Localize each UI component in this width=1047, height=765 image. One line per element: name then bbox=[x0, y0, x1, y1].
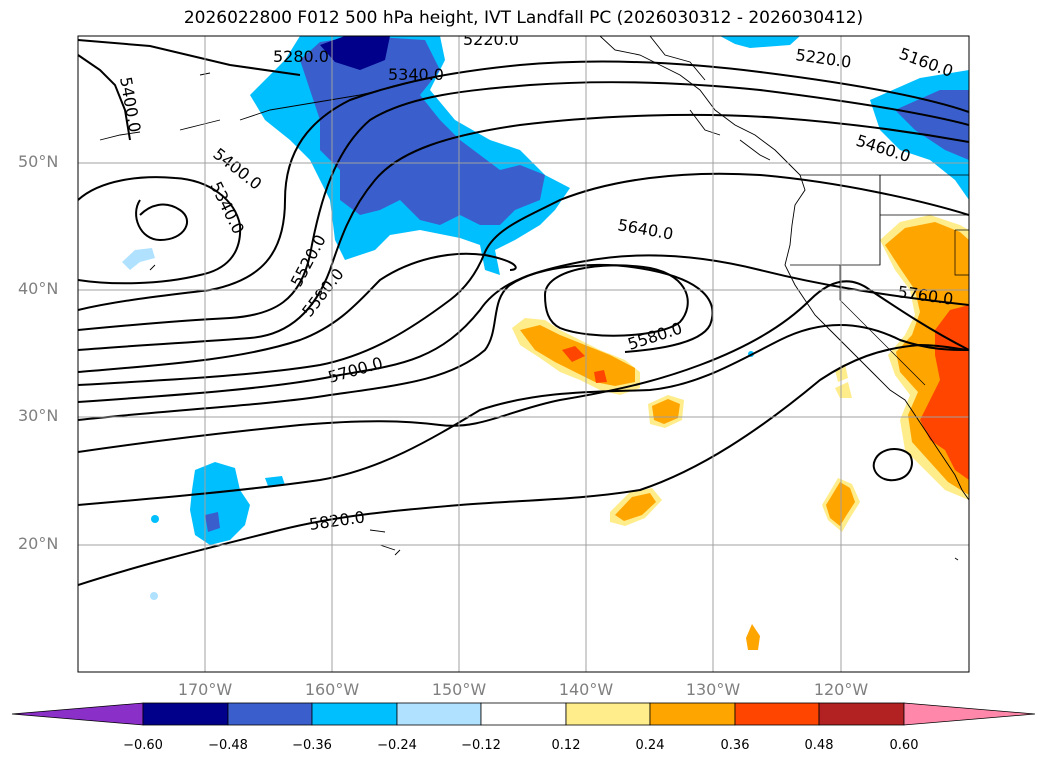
colorbar-segment bbox=[734, 702, 820, 726]
colorbar bbox=[11, 702, 1036, 726]
colorbar-segment bbox=[227, 702, 313, 726]
contour-label: 5340.0 bbox=[388, 65, 444, 84]
colorbar-segment bbox=[565, 702, 651, 726]
colorbar-segment bbox=[396, 702, 482, 726]
lon-label: 120°W bbox=[813, 680, 869, 699]
colorbar-tick-label: −0.36 bbox=[292, 738, 332, 753]
colorbar-tick-label: −0.12 bbox=[461, 738, 501, 753]
contour-label: 5220.0 bbox=[463, 30, 519, 49]
map-plot-area: 5280.0 5220.0 5340.0 5220.0 5160.0 5400.… bbox=[78, 30, 969, 672]
map-frame bbox=[77, 35, 970, 673]
lon-label: 170°W bbox=[177, 680, 233, 699]
colorbar-segment bbox=[311, 702, 398, 726]
colorbar-segment bbox=[818, 702, 905, 726]
lat-label: 30°N bbox=[18, 406, 59, 425]
lat-label: 40°N bbox=[18, 279, 59, 298]
colorbar-tick-label: −0.48 bbox=[208, 738, 248, 753]
colorbar-segment bbox=[480, 702, 567, 726]
map-title: 2026022800 F012 500 hPa height, IVT Land… bbox=[183, 8, 864, 28]
lon-label: 160°W bbox=[304, 680, 360, 699]
colorbar-tick-label: −0.60 bbox=[123, 738, 163, 753]
contour-label: 5280.0 bbox=[273, 47, 329, 66]
height-contours bbox=[78, 39, 969, 586]
lon-label: 140°W bbox=[558, 680, 614, 699]
colorbar-tick-label: 0.12 bbox=[551, 738, 581, 753]
colorbar-extend-high bbox=[903, 702, 1036, 726]
lon-label: 150°W bbox=[431, 680, 487, 699]
lon-label: 130°W bbox=[685, 680, 741, 699]
colorbar-tick-label: −0.24 bbox=[377, 738, 417, 753]
lat-label: 50°N bbox=[18, 152, 59, 171]
lat-label: 20°N bbox=[18, 534, 59, 553]
colorbar-segment bbox=[142, 702, 229, 726]
colorbar-tick-label: 0.36 bbox=[720, 738, 750, 753]
colorbar-tick-label: 0.24 bbox=[635, 738, 665, 753]
colorbar-segment bbox=[649, 702, 736, 726]
state-borders bbox=[790, 174, 969, 386]
gridlines bbox=[78, 36, 969, 672]
colorbar-tick-label: 0.60 bbox=[889, 738, 919, 753]
colorbar-tick-label: 0.48 bbox=[804, 738, 834, 753]
colorbar-extend-low bbox=[11, 702, 144, 726]
